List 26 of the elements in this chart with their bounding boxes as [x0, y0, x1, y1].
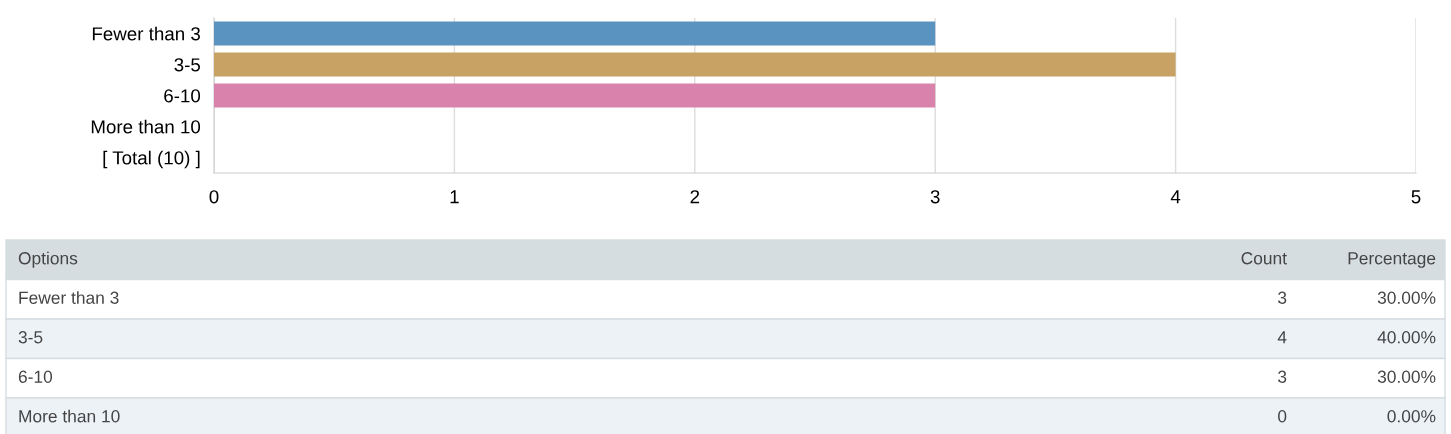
y-tick-label: Fewer than 3	[92, 26, 200, 41]
text: 0.00%	[1387, 410, 1436, 423]
text: Options	[18, 251, 78, 268]
text: 0	[1278, 410, 1287, 423]
x-tick-label: 5	[1411, 190, 1421, 204]
text: 3	[1278, 370, 1287, 383]
text: 40.00%	[1377, 331, 1436, 344]
y-tick-label: More than 10	[91, 119, 201, 134]
text: 30.00%	[1377, 291, 1436, 304]
x-tick-label: 2	[690, 190, 700, 204]
x-tick-label: 4	[1170, 190, 1181, 204]
y-tick-label: 3-5	[174, 58, 201, 72]
category-label: Fewer than 3	[19, 291, 119, 304]
category-label: 3-5	[18, 331, 43, 344]
category-label: 6-10	[18, 370, 53, 383]
text: 30.00%	[1377, 370, 1436, 383]
category-label: More than 10	[19, 409, 120, 423]
x-tick-label: 1	[450, 190, 459, 204]
text: 3	[1278, 291, 1287, 304]
x-tick-label: 0	[209, 190, 219, 204]
y-tick-label: [ Total (10) ]	[103, 150, 200, 169]
text: Percentage	[1348, 252, 1436, 268]
x-tick-label: 3	[930, 190, 940, 204]
text: 4	[1277, 331, 1287, 344]
y-tick-label: 6-10	[164, 89, 201, 103]
text: Count	[1241, 252, 1287, 265]
